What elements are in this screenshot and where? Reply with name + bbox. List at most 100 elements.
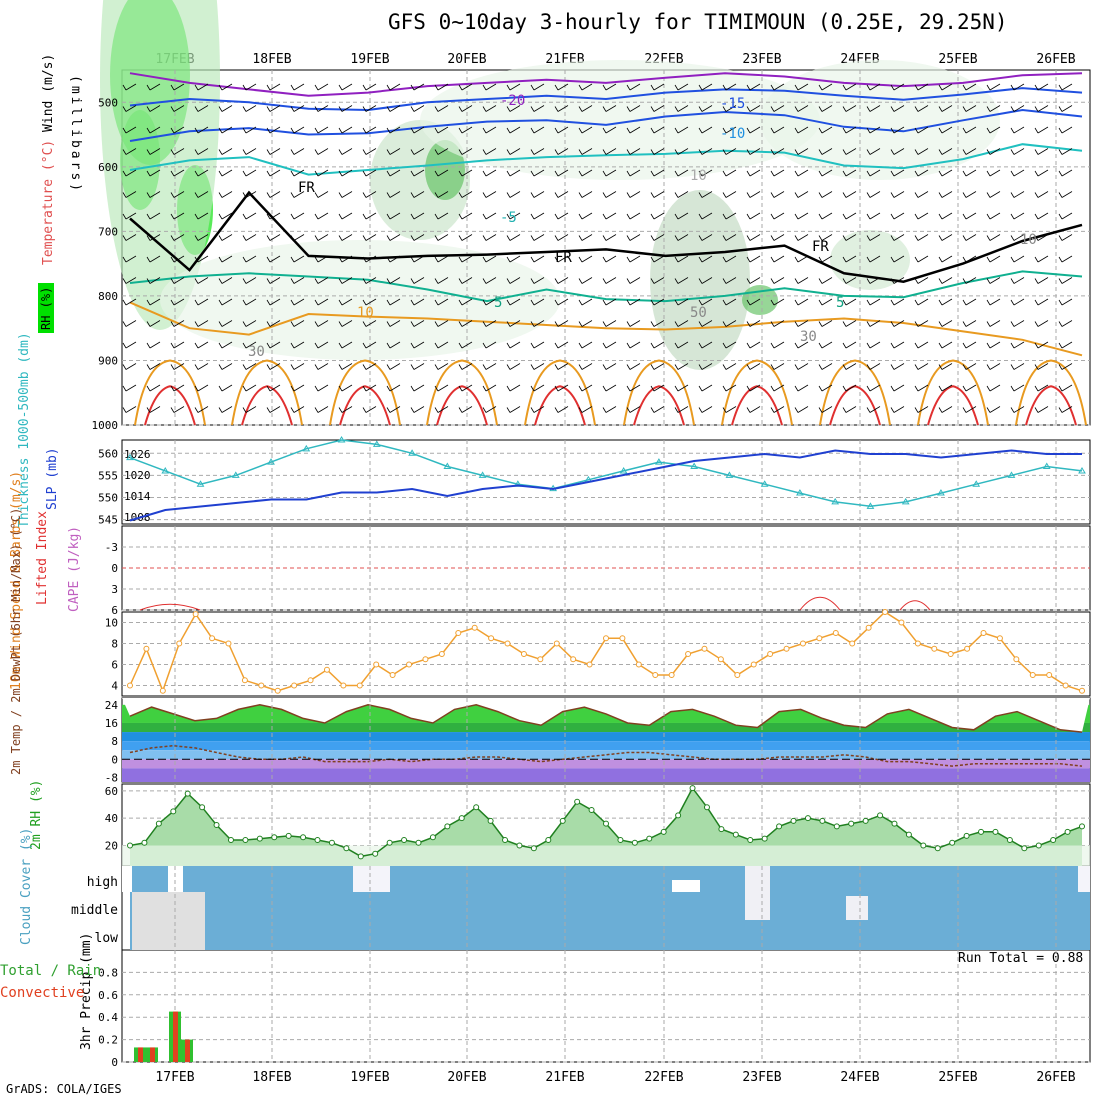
wind-barb: [602, 148, 617, 155]
wind-barb: [914, 363, 929, 370]
wind-barb: [938, 169, 953, 177]
wind-barb: [914, 191, 929, 198]
wind-barb: [386, 212, 401, 220]
wind-barb: [914, 234, 929, 241]
wind-barb: [266, 341, 281, 349]
wind-barb: [458, 234, 473, 241]
rh-point: [819, 817, 826, 824]
wind-barb: [218, 83, 233, 91]
wind-point: [537, 656, 544, 663]
wind-point: [947, 651, 954, 657]
wind-barb: [866, 320, 881, 327]
rh-point: [213, 822, 220, 828]
wind-point: [799, 640, 806, 647]
wind-point: [258, 682, 265, 689]
wind-barb: [962, 363, 977, 370]
wind-barb: [770, 363, 785, 370]
wind-barb: [242, 298, 257, 306]
wind-barb: [866, 255, 881, 263]
wind-barb: [362, 255, 377, 263]
wind-barb: [266, 169, 281, 177]
wind-barb: [746, 105, 761, 112]
wind-barb: [194, 191, 209, 198]
wind-barb: [818, 83, 833, 91]
wind-barb: [650, 363, 665, 370]
wind-barb: [938, 105, 953, 112]
wind-barb: [578, 277, 593, 284]
wind-barb: [986, 298, 1001, 306]
wind-point: [882, 609, 889, 615]
wind-barb: [578, 234, 593, 241]
wind-barb: [602, 105, 617, 112]
panel-frame-precip: [121, 949, 1091, 1063]
rh-legend-swatch: [38, 283, 54, 333]
wind-barb: [554, 341, 569, 349]
wind-barb: [1058, 277, 1073, 284]
wind-point: [964, 645, 971, 652]
wind-barb: [506, 191, 521, 198]
rh-point: [761, 835, 768, 842]
y-tick-label: 560: [98, 447, 118, 460]
rh-point: [155, 820, 162, 827]
wind-barb: [674, 298, 689, 306]
wind-barb: [794, 277, 809, 284]
cloud-gap: [168, 866, 183, 892]
wind-barb: [578, 126, 593, 134]
wind-barb: [1034, 148, 1049, 155]
wind-barb: [194, 83, 209, 91]
wind-barb: [914, 255, 929, 263]
rh-point: [617, 837, 624, 844]
thickness-point: [866, 502, 875, 509]
wind-barb: [482, 277, 497, 284]
wind-barb: [842, 212, 857, 220]
wind-barb: [458, 341, 473, 349]
bottom-day-label: 24FEB: [840, 1070, 879, 1085]
wind-barb: [290, 298, 305, 306]
wind-barb: [410, 363, 425, 370]
wind-barb: [938, 320, 953, 327]
wind-barb: [722, 255, 737, 263]
rh-point: [776, 823, 783, 830]
wind-point: [274, 687, 281, 694]
surface-isotherm-hot: [829, 385, 881, 426]
wind-barb: [122, 298, 137, 306]
contour-label: -20: [500, 93, 525, 109]
wind-barb: [386, 191, 401, 198]
y-axis-label: 10m Wind Speed & Barbs (m/s): [9, 471, 24, 690]
wind-point: [832, 630, 839, 636]
wind-barb: [890, 255, 905, 263]
wind-barb: [314, 234, 329, 241]
wind-barb: [122, 126, 137, 134]
wind-point: [717, 656, 724, 663]
wind-barb: [266, 298, 281, 306]
wind-barb: [146, 406, 161, 413]
y-axis-label-right: SLP (mb): [45, 447, 60, 510]
wind-barb: [506, 363, 521, 370]
wind-barb: [506, 212, 521, 220]
wind-barb: [242, 234, 257, 241]
wind-barb: [1034, 298, 1049, 306]
y-tick-label: 0: [111, 562, 118, 575]
wind-barb: [410, 255, 425, 263]
wind-barb: [458, 406, 473, 413]
wind-barb: [818, 298, 833, 306]
wind-point: [1029, 672, 1036, 678]
wind-barb: [338, 384, 353, 392]
wind-barb: [746, 148, 761, 155]
wind-barb: [794, 83, 809, 91]
wind-barb: [554, 148, 569, 155]
rh-point: [127, 842, 133, 849]
wind-barb: [698, 320, 713, 327]
isotherm--5: [129, 143, 1083, 176]
rh-point: [1006, 837, 1013, 844]
y-tick-label: 545: [98, 514, 118, 527]
wind-barb: [674, 277, 689, 284]
wind-barb: [866, 212, 881, 220]
wind-barb: [338, 212, 353, 220]
wind-point: [504, 640, 511, 647]
thickness-point: [972, 480, 981, 487]
wind-barb: [242, 169, 257, 177]
wind-barb: [866, 191, 881, 198]
wind-barb: [194, 320, 209, 327]
y-axis-label: 2m RH (%): [29, 780, 44, 850]
